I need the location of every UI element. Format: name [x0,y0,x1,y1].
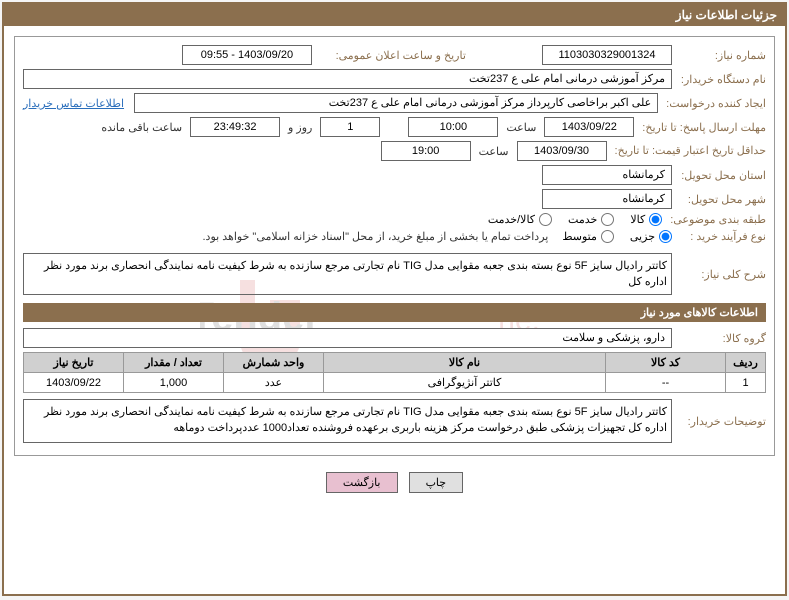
buyer-label: نام دستگاه خریدار: [676,73,766,86]
time-label-1: ساعت [502,121,540,134]
province-label: استان محل تحویل: [676,169,766,182]
summary-label: شرح کلی نیاز: [676,268,766,281]
goods-table: ردیف کد کالا نام کالا واحد شمارش تعداد /… [23,352,766,393]
td-date: 1403/09/22 [24,373,124,393]
goods-group-label: گروه کالا: [676,332,766,345]
city-value: کرمانشاه [542,189,672,209]
days-value: 1 [320,117,380,137]
validity-label: حداقل تاریخ اعتبار قیمت: تا تاریخ: [611,145,766,157]
button-row: چاپ بازگشت [14,464,775,501]
td-row: 1 [726,373,766,393]
radio-both[interactable]: کالا/خدمت [488,213,552,226]
td-name: کاتتر آنژیوگرافی [324,373,606,393]
time-label-2: ساعت [475,145,513,158]
radio-goods[interactable]: کالا [630,213,662,226]
buyer-notes-text: کاتتر رادیال سایز 5F نوع بسته بندی جعبه … [23,399,672,443]
buyer-notes-label: توضیحات خریدار: [676,415,766,428]
requester-value: علی اکبر براخاصی کارپرداز مرکز آموزشی در… [134,93,658,113]
th-qty: تعداد / مقدار [124,353,224,373]
goods-section-title: اطلاعات کالاهای مورد نیاز [23,303,766,322]
days-and: روز و [284,121,316,134]
requester-label: ایجاد کننده درخواست: [662,97,766,110]
response-time: 10:00 [408,117,498,137]
buyer-value: مرکز آموزشی درمانی امام علی ع 237تخت [23,69,672,89]
td-code: -- [606,373,726,393]
remaining-time: 23:49:32 [190,117,280,137]
th-row: ردیف [726,353,766,373]
radio-service[interactable]: خدمت [568,213,614,226]
th-unit: واحد شمارش [224,353,324,373]
validity-date: 1403/09/30 [517,141,607,161]
process-label: نوع فرآیند خرید : [676,230,766,243]
radio-small[interactable]: جزیی [630,230,672,243]
goods-group-value: دارو، پزشکی و سلامت [23,328,672,348]
response-label: مهلت ارسال پاسخ: تا تاریخ: [638,121,766,134]
td-unit: عدد [224,373,324,393]
province-value: کرمانشاه [542,165,672,185]
table-row: 1 -- کاتتر آنژیوگرافی عدد 1,000 1403/09/… [24,373,766,393]
summary-text: کاتتر رادیال سایز 5F نوع بسته بندی جعبه … [23,253,672,295]
contact-link[interactable]: اطلاعات تماس خریدار [23,97,130,110]
remaining-label: ساعت باقی مانده [97,121,186,134]
radio-medium[interactable]: متوسط [562,230,614,243]
city-label: شهر محل تحویل: [676,193,766,206]
validity-time: 19:00 [381,141,471,161]
td-qty: 1,000 [124,373,224,393]
payment-note: پرداخت تمام یا بخشی از مبلغ خرید، از محل… [203,230,559,243]
th-date: تاریخ نیاز [24,353,124,373]
category-radio-group: کالا خدمت کالا/خدمت [488,213,662,226]
announce-label: تاریخ و ساعت اعلان عمومی: [316,49,466,62]
th-name: نام کالا [324,353,606,373]
response-date: 1403/09/22 [544,117,634,137]
need-number-label: شماره نیاز: [676,49,766,62]
th-code: کد کالا [606,353,726,373]
announce-value: 1403/09/20 - 09:55 [182,45,312,65]
main-container: جزئیات اطلاعات نیاز riaTender .ne شماره … [2,2,787,596]
category-label: طبقه بندی موضوعی: [666,213,766,226]
header-title: جزئیات اطلاعات نیاز [4,4,785,26]
info-section: شماره نیاز: 1103030329001324 تاریخ و ساع… [14,36,775,456]
need-number-value: 1103030329001324 [542,45,672,65]
process-radio-group: جزیی متوسط [562,230,672,243]
print-button[interactable]: چاپ [409,472,464,493]
back-button[interactable]: بازگشت [326,472,398,493]
